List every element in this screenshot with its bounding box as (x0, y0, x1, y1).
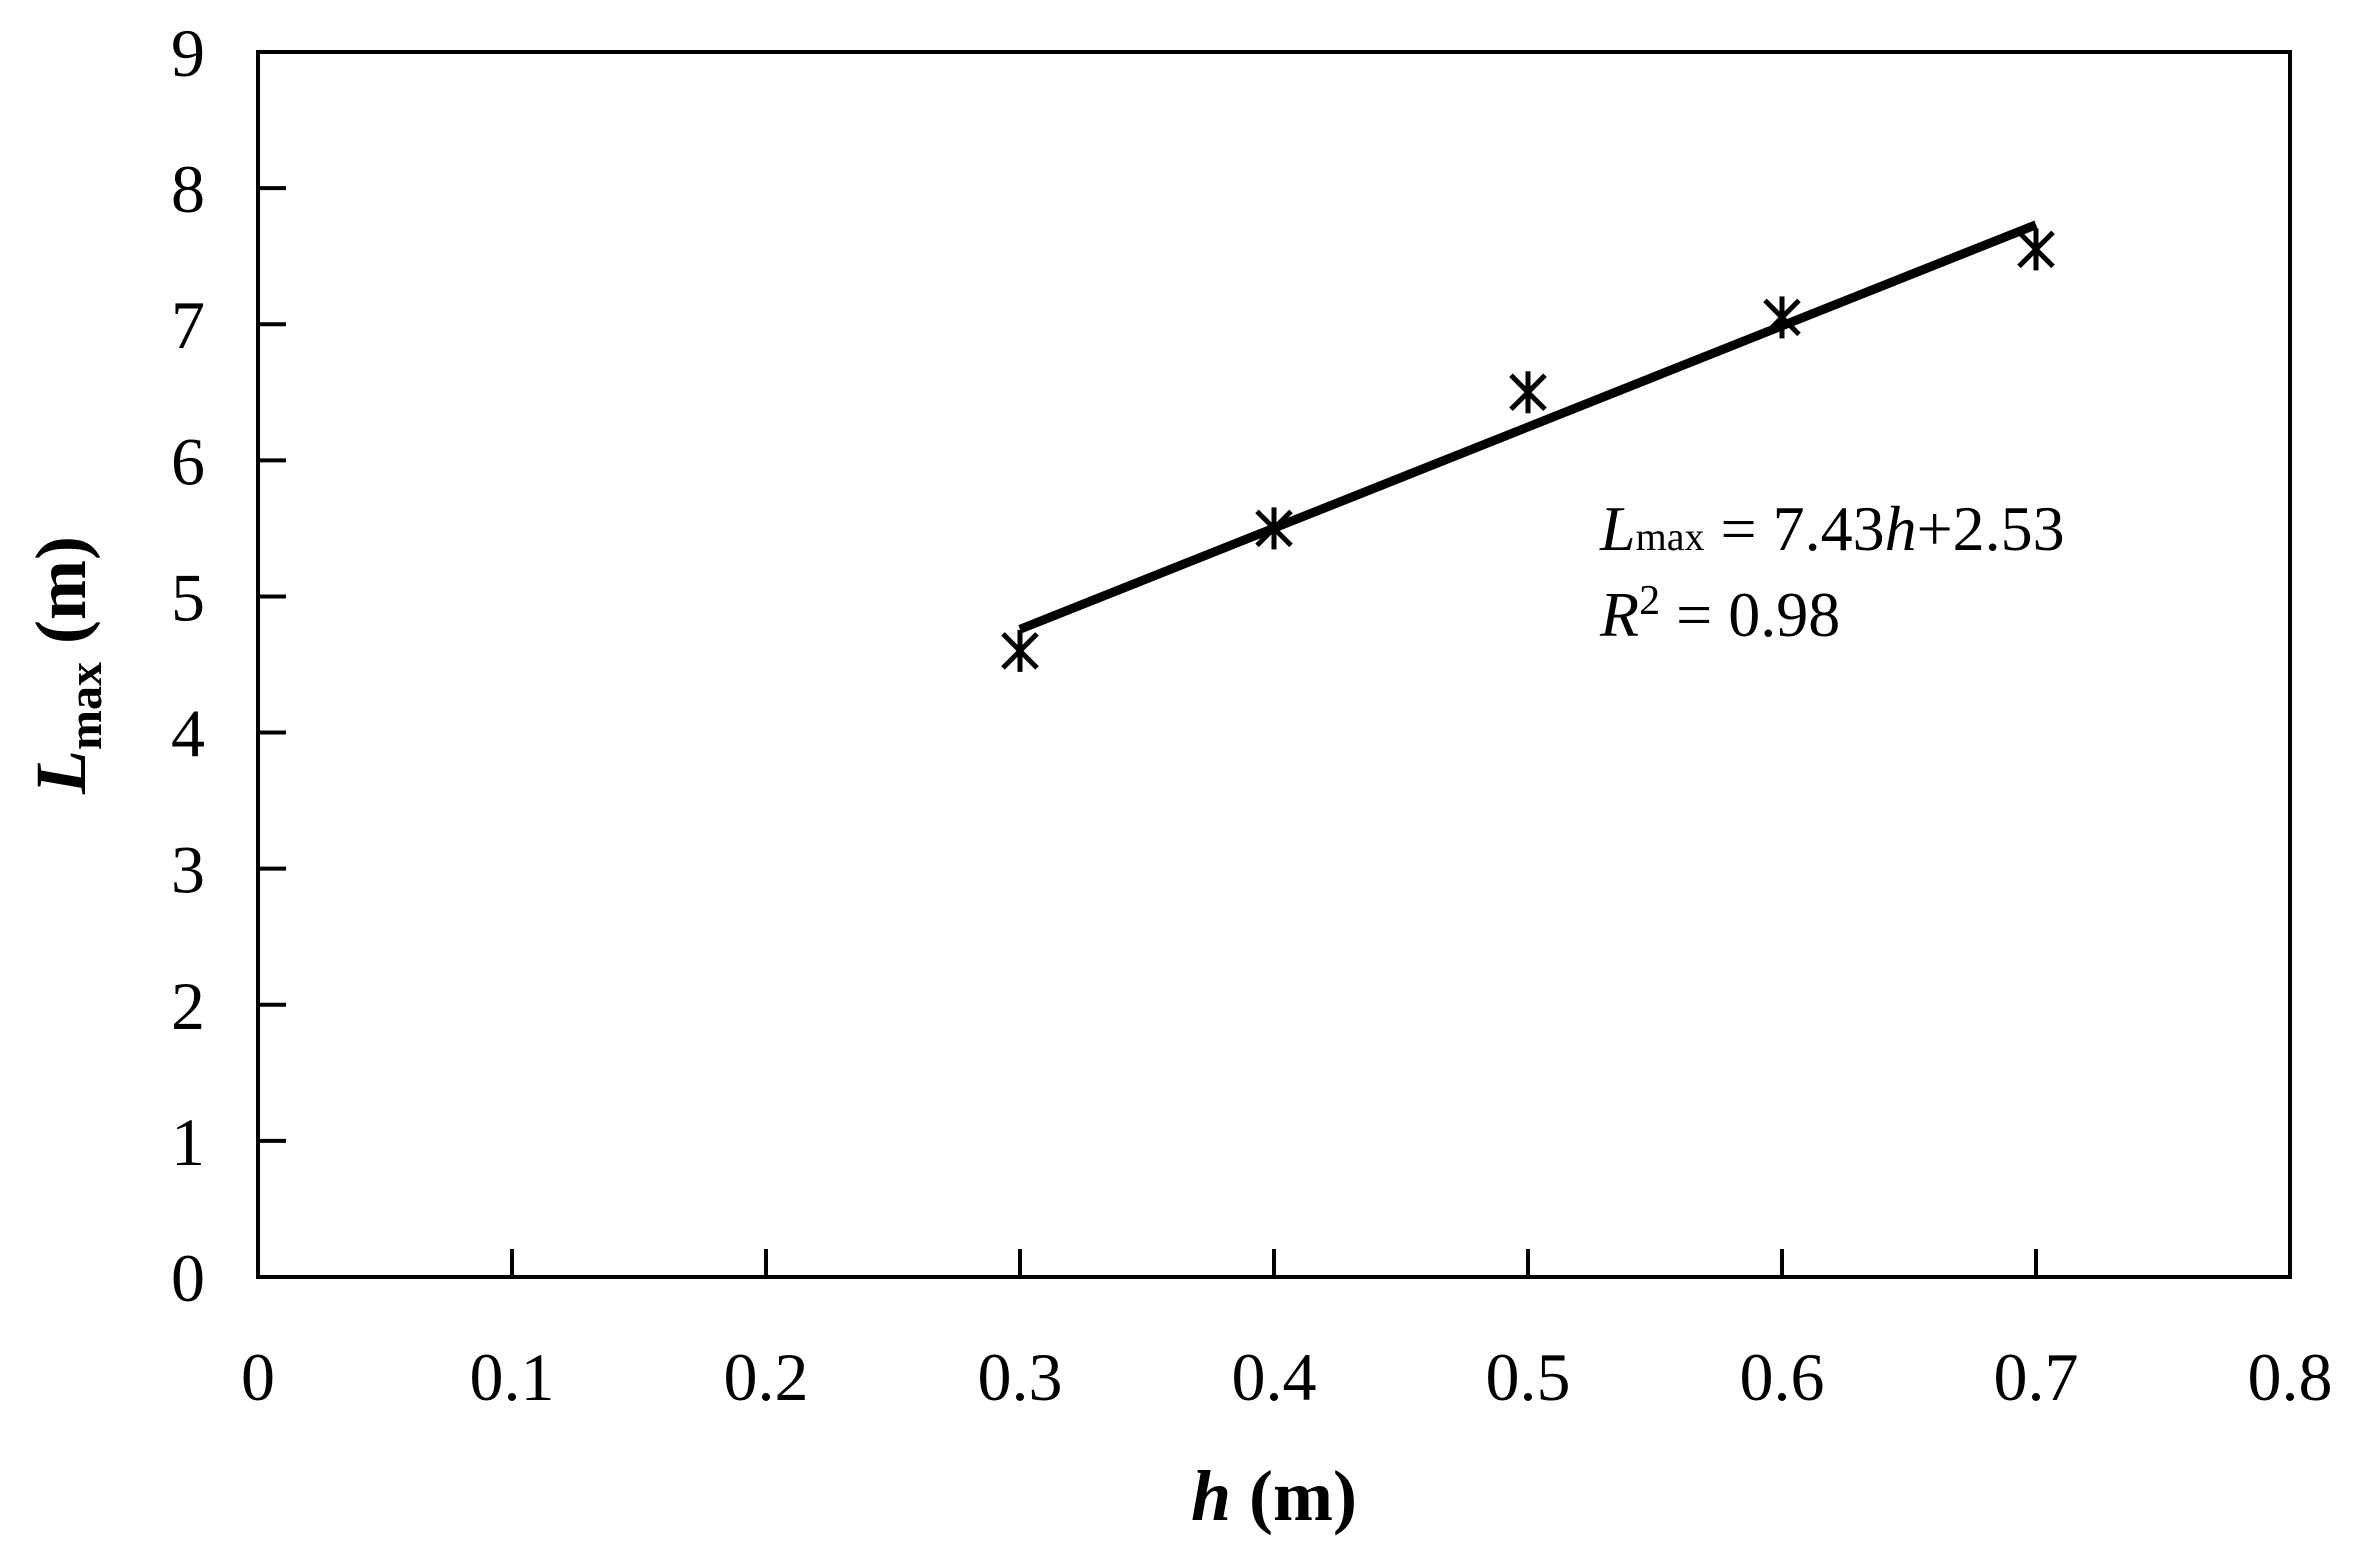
y-axis-sub: max (59, 662, 112, 750)
plot-area (256, 50, 2292, 1279)
x-tick-label: 0.6 (1740, 1339, 1825, 1415)
y-tick-label: 4 (171, 696, 205, 772)
x-axis-unit: (m) (1231, 1456, 1357, 1536)
y-tick-label: 8 (171, 151, 205, 227)
x-tick-label: 0.8 (2248, 1339, 2333, 1415)
data-point (1255, 507, 1293, 550)
x-tick-label: 0.1 (470, 1339, 555, 1415)
x-tick-label: 0.5 (1486, 1339, 1571, 1415)
data-point (1763, 296, 1801, 339)
x-tick-label: 0.3 (978, 1339, 1063, 1415)
equation-sub: max (1636, 514, 1705, 559)
y-axis-ticks: 0 1 2 3 4 5 6 7 8 9 (171, 15, 286, 1316)
data-point (1001, 629, 1039, 672)
y-tick-label: 7 (171, 287, 205, 363)
x-axis-var: h (1191, 1456, 1231, 1536)
data-point (2017, 228, 2055, 271)
y-tick-label: 6 (171, 423, 205, 499)
r2-tail: = 0.98 (1660, 579, 1840, 650)
r2-sup: 2 (1639, 578, 1660, 624)
r-squared-annotation: R2 = 0.98 (1599, 578, 1840, 650)
y-tick-label: 9 (171, 15, 205, 91)
r2-var: R (1599, 579, 1639, 650)
y-tick-label: 0 (171, 1240, 205, 1316)
x-axis-label: h (m) (1191, 1456, 1357, 1536)
x-tick-label: 0 (241, 1339, 275, 1415)
trendline (1018, 220, 2038, 634)
trendline-group (1018, 220, 2038, 634)
y-axis-label: Lmax (m) (21, 536, 112, 795)
equation-annotation: Lmax = 7.43h+2.53 (1599, 493, 2065, 564)
equation-tail: +2.53 (1917, 493, 2065, 564)
y-axis-var: L (21, 750, 101, 795)
x-tick-label: 0.2 (724, 1339, 809, 1415)
x-tick-label: 0.7 (1994, 1339, 2079, 1415)
y-tick-label: 2 (171, 968, 205, 1044)
y-tick-label: 5 (171, 559, 205, 635)
x-axis-ticks: 0 0.1 0.2 0.3 0.4 0.5 0.6 0.7 0.8 (241, 1249, 2333, 1415)
equation-h: h (1885, 493, 1917, 564)
equation-mid: = 7.43 (1704, 493, 1884, 564)
x-tick-label: 0.4 (1232, 1339, 1317, 1415)
y-axis-unit: (m) (21, 536, 101, 662)
y-tick-label: 1 (171, 1104, 205, 1180)
equation-var: L (1599, 493, 1636, 564)
data-points (1001, 228, 2055, 672)
y-tick-label: 3 (171, 832, 205, 908)
data-point (1509, 371, 1547, 414)
